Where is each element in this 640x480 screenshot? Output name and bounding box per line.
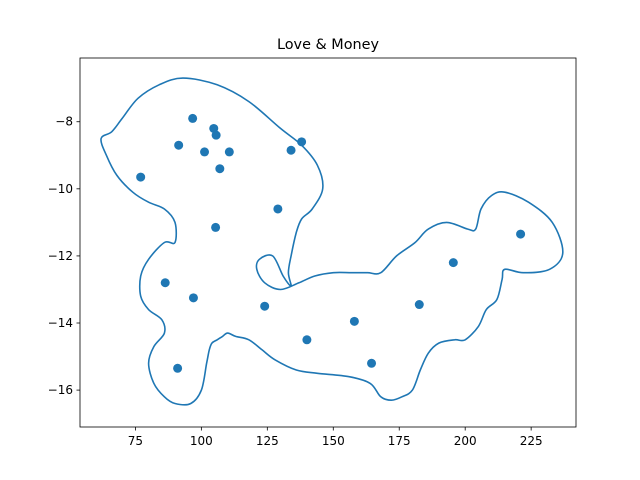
y-tick-label: −12 <box>48 249 73 263</box>
y-tick-label: −10 <box>48 182 73 196</box>
scatter-point <box>188 113 198 123</box>
plot-frame <box>79 57 577 428</box>
scatter-point <box>367 358 377 368</box>
scatter-point <box>136 172 146 182</box>
y-tick-label: −14 <box>48 316 73 330</box>
scatter-point <box>174 140 184 150</box>
scatter-point <box>414 300 424 310</box>
scatter-point <box>297 137 307 147</box>
scatter-point <box>448 258 458 268</box>
y-axis: −16 −14 −12 −10 −8 <box>48 115 80 397</box>
scatter-point <box>215 164 225 174</box>
scatter-point <box>224 147 234 157</box>
y-tick-label: −8 <box>55 115 73 129</box>
scatter-point <box>286 145 296 155</box>
x-tick-label: 100 <box>190 434 213 448</box>
scatter-point <box>273 204 283 214</box>
scatter-point <box>516 229 526 239</box>
scatter-point <box>160 278 170 288</box>
x-tick-label: 150 <box>322 434 345 448</box>
x-tick-label: 200 <box>454 434 477 448</box>
scatter-points <box>136 113 526 373</box>
x-tick-label: 125 <box>256 434 279 448</box>
scatter-point <box>188 293 198 303</box>
y-tick-label: −16 <box>48 383 73 397</box>
scatter-point <box>211 222 221 232</box>
scatter-point <box>200 147 210 157</box>
x-tick-label: 175 <box>388 434 411 448</box>
smoothed-outline <box>100 77 564 406</box>
scatter-point <box>260 301 270 311</box>
chart-title: Love & Money <box>277 37 380 53</box>
scatter-point <box>211 130 221 140</box>
scatter-point <box>173 363 183 373</box>
x-axis: 75 100 125 150 175 200 225 <box>128 427 543 448</box>
scatter-point <box>349 316 359 326</box>
scatter-point <box>302 335 312 345</box>
x-tick-label: 225 <box>520 434 543 448</box>
x-tick-label: 75 <box>128 434 143 448</box>
